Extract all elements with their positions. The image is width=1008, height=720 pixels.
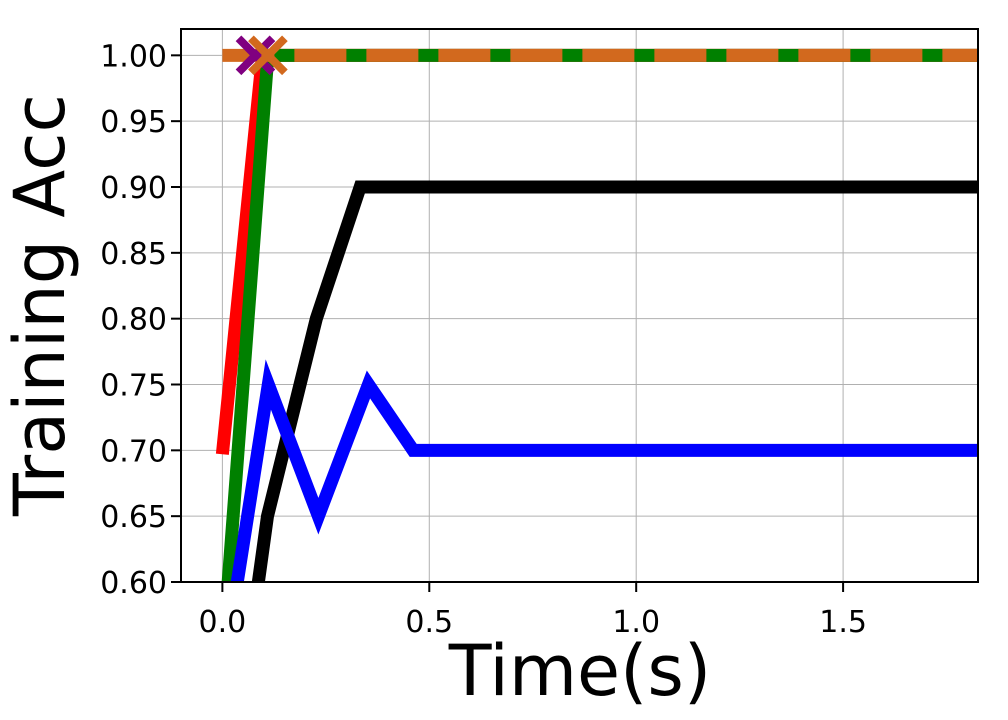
axes-frame	[180, 28, 979, 583]
series-marker	[248, 35, 288, 76]
y-tick-label: 0.80	[100, 303, 167, 338]
grid	[181, 29, 978, 583]
y-tick-label: 1.00	[100, 39, 167, 74]
x-tick-label: 0.0	[199, 605, 247, 640]
markers	[235, 35, 288, 76]
x-tick-label: 1.0	[612, 605, 660, 640]
series-line	[230, 359, 978, 582]
y-tick-label: 0.85	[100, 237, 167, 272]
y-tick-label: 0.90	[100, 171, 167, 206]
y-tick-label: 0.65	[100, 500, 167, 535]
y-tick-label: 0.95	[100, 105, 167, 140]
series-line	[251, 180, 978, 582]
x-tick-label: 1.5	[819, 605, 867, 640]
series-marker	[235, 35, 276, 76]
y-tick-label: 0.75	[100, 369, 167, 404]
y-tick-label: 0.70	[100, 434, 167, 469]
y-tick-label: 0.60	[100, 566, 167, 601]
x-axis-label: Time(s)	[448, 630, 711, 712]
y-axis-label: Training Acc	[0, 94, 81, 517]
x-tick-label: 0.5	[405, 605, 453, 640]
ticks: 0.0 0.5 1.0 1.5 0.60 0.65 0.70 0.75 0.80 0.85 0.90…	[100, 39, 867, 640]
